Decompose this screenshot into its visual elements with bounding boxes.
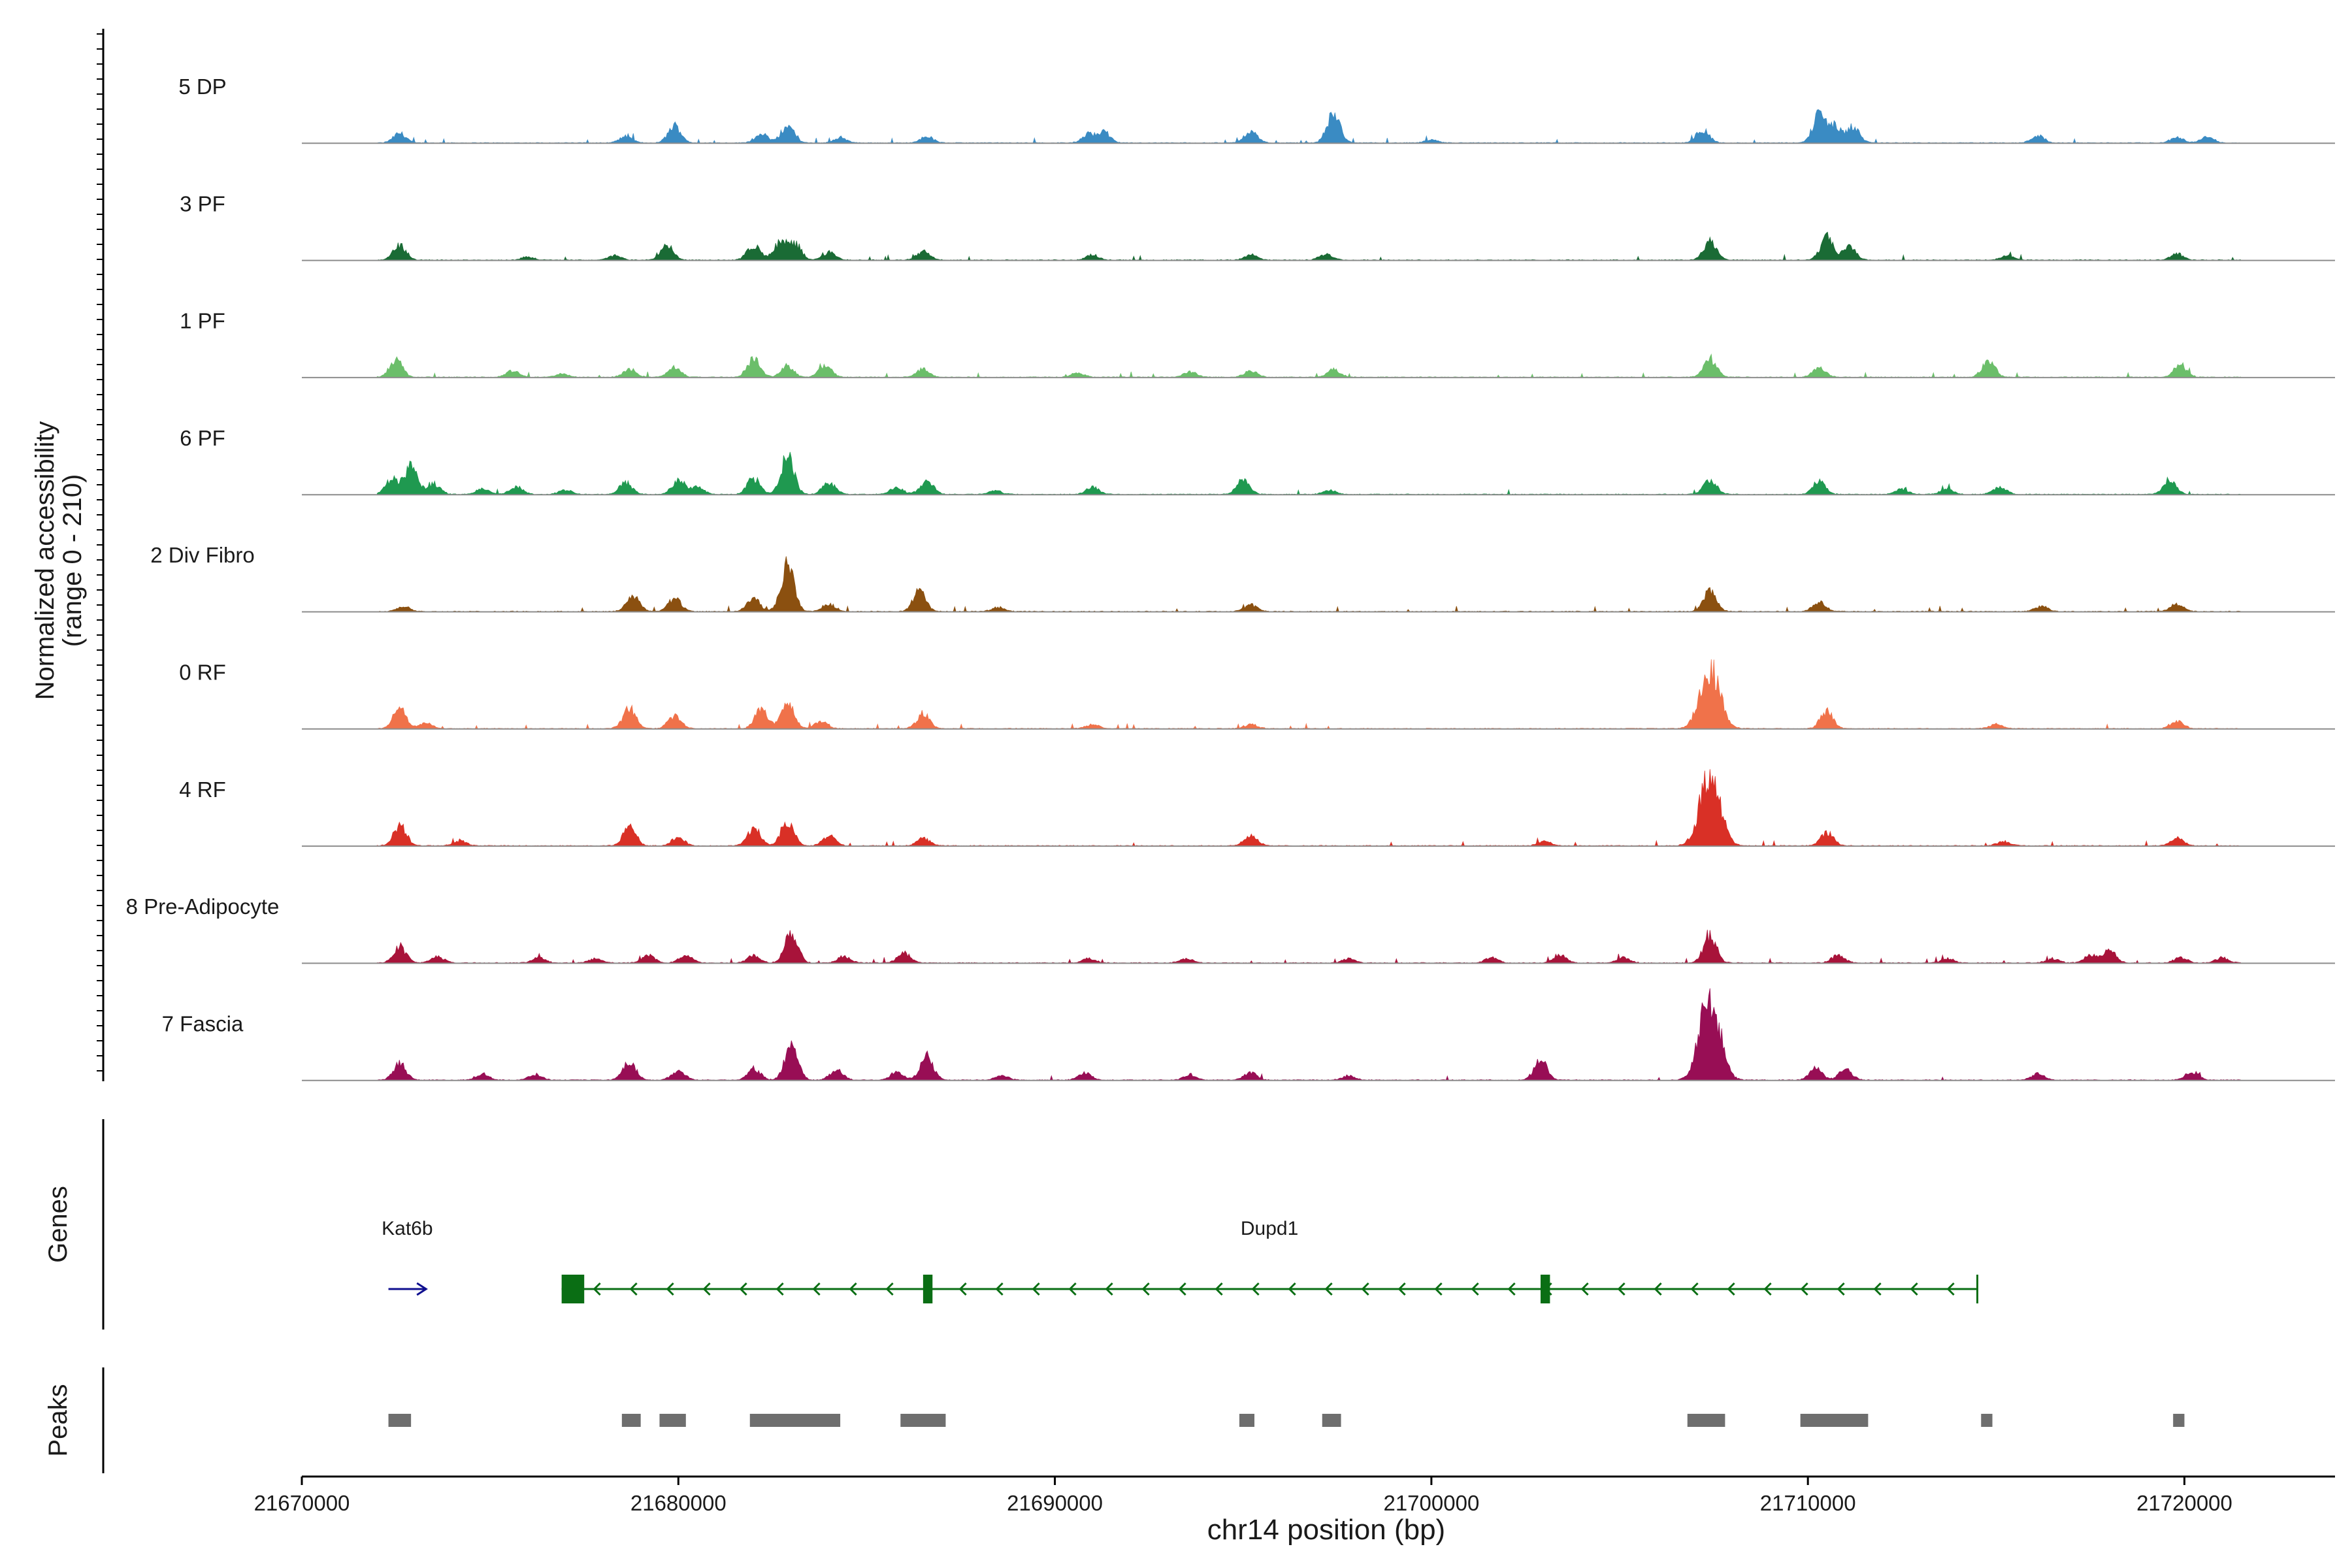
- peak-region: [1322, 1414, 1341, 1427]
- strand-arrow: [666, 1282, 674, 1296]
- y-axis-label-line1: Normalized accessibility: [31, 421, 59, 700]
- strand-arrow: [1178, 1282, 1186, 1296]
- gene-label: Dupd1: [1241, 1218, 1298, 1239]
- strand-arrow: [1580, 1282, 1589, 1296]
- strand-arrow: [1288, 1282, 1296, 1296]
- track-6-pf: 6 PF: [180, 426, 2335, 496]
- strand-arrow: [1763, 1282, 1772, 1296]
- gene-annotations: Kat6b Dupd1: [382, 1218, 1979, 1303]
- gene-dupd1: Dupd1: [561, 1218, 1979, 1303]
- strand-arrow: [1507, 1282, 1516, 1296]
- x-tick-label: 21690000: [1007, 1491, 1103, 1515]
- strand-arrow: [1654, 1282, 1662, 1296]
- y-axis-label-line2: (range 0 - 210): [58, 474, 87, 647]
- track-label: 8 Pre-Adipocyte: [126, 894, 280, 919]
- coverage-tracks: 5 DP 3 PF 1 PF 6 PF 2 Div Fibro 0 RF 4 RF 8 Pre…: [126, 74, 2335, 1081]
- track-2-div-fibro: 2 Div Fibro: [150, 543, 2335, 613]
- peak-region: [388, 1414, 412, 1427]
- track-label: 7 Fascia: [162, 1011, 244, 1036]
- track-4-rf: 4 RF: [179, 769, 2335, 847]
- exon: [561, 1275, 585, 1303]
- x-tick-label: 21720000: [2136, 1491, 2232, 1515]
- peak-region: [749, 1414, 841, 1427]
- track-label: 3 PF: [180, 191, 225, 216]
- track-label: 4 RF: [179, 777, 226, 802]
- track-label: 6 PF: [180, 426, 225, 450]
- peak-region: [1800, 1414, 1869, 1427]
- x-tick-label: 21670000: [254, 1491, 350, 1515]
- track-label: 2 Div Fibro: [150, 543, 255, 567]
- strand-arrow: [1032, 1282, 1040, 1296]
- strand-arrow: [593, 1282, 601, 1296]
- strand-arrow: [776, 1282, 784, 1296]
- strand-arrow: [1873, 1282, 1882, 1296]
- strand-arrow: [1910, 1282, 1918, 1296]
- peak-region: [900, 1414, 946, 1427]
- strand-arrow: [1946, 1282, 1955, 1296]
- track-label: 0 RF: [179, 661, 226, 685]
- peak-regions: [388, 1414, 2185, 1427]
- strand-arrow: [1251, 1282, 1260, 1296]
- track-1-pf: 1 PF: [180, 309, 2335, 378]
- strand-arrow: [1361, 1282, 1369, 1296]
- peaks-panel-label: Peaks: [44, 1384, 73, 1456]
- strand-arrow: [1837, 1282, 1845, 1296]
- peak-region: [1239, 1414, 1255, 1427]
- x-axis-title: chr14 position (bp): [1207, 1514, 1445, 1546]
- strand-arrow: [702, 1282, 711, 1296]
- coverage-area: [376, 353, 2242, 378]
- strand-arrow: [995, 1282, 1004, 1296]
- track-0-rf: 0 RF: [179, 659, 2335, 730]
- strand-arrow: [812, 1282, 821, 1296]
- x-axis-ticks: 21670000 21680000 21690000 21700000 21710000…: [254, 1477, 2232, 1515]
- strand-arrow: [1800, 1282, 1808, 1296]
- coverage-y-axis-ticks: [97, 33, 103, 1071]
- track-label: 1 PF: [180, 309, 225, 333]
- peak-region: [1687, 1414, 1725, 1427]
- strand-arrow: [1690, 1282, 1699, 1296]
- track-5-dp: 5 DP: [178, 74, 2335, 144]
- exon: [1541, 1275, 1550, 1303]
- strand-arrow: [1141, 1282, 1150, 1296]
- peak-region: [2173, 1414, 2185, 1427]
- strand-arrow: [1617, 1282, 1625, 1296]
- strand-arrow: [958, 1282, 967, 1296]
- strand-arrow: [1434, 1282, 1443, 1296]
- strand-arrow: [1324, 1282, 1333, 1296]
- track-8-pre-adipocyte: 8 Pre-Adipocyte: [126, 894, 2335, 964]
- track-7-fascia: 7 Fascia: [162, 988, 2335, 1081]
- strand-arrow: [1105, 1282, 1113, 1296]
- x-tick-label: 21710000: [1760, 1491, 1856, 1515]
- strand-arrow: [849, 1282, 857, 1296]
- strand-arrow: [1727, 1282, 1735, 1296]
- peak-region: [1981, 1414, 1993, 1427]
- strand-arrow: [1068, 1282, 1077, 1296]
- strand-arrow: [1397, 1282, 1406, 1296]
- strand-arrow: [739, 1282, 747, 1296]
- strand-arrow: [629, 1282, 638, 1296]
- strand-arrow: [885, 1282, 894, 1296]
- exon: [923, 1275, 933, 1303]
- genes-panel-label: Genes: [44, 1186, 73, 1263]
- x-tick-label: 21680000: [630, 1491, 727, 1515]
- track-3-pf: 3 PF: [180, 191, 2335, 261]
- strand-arrow: [1215, 1282, 1223, 1296]
- track-label: 5 DP: [178, 74, 226, 99]
- gene-label: Kat6b: [382, 1218, 433, 1239]
- strand-arrow: [416, 1282, 428, 1296]
- peak-region: [621, 1414, 641, 1427]
- gene-kat6b: Kat6b: [382, 1218, 433, 1296]
- peak-region: [659, 1414, 686, 1427]
- x-tick-label: 21700000: [1383, 1491, 1479, 1515]
- strand-arrow: [1471, 1282, 1479, 1296]
